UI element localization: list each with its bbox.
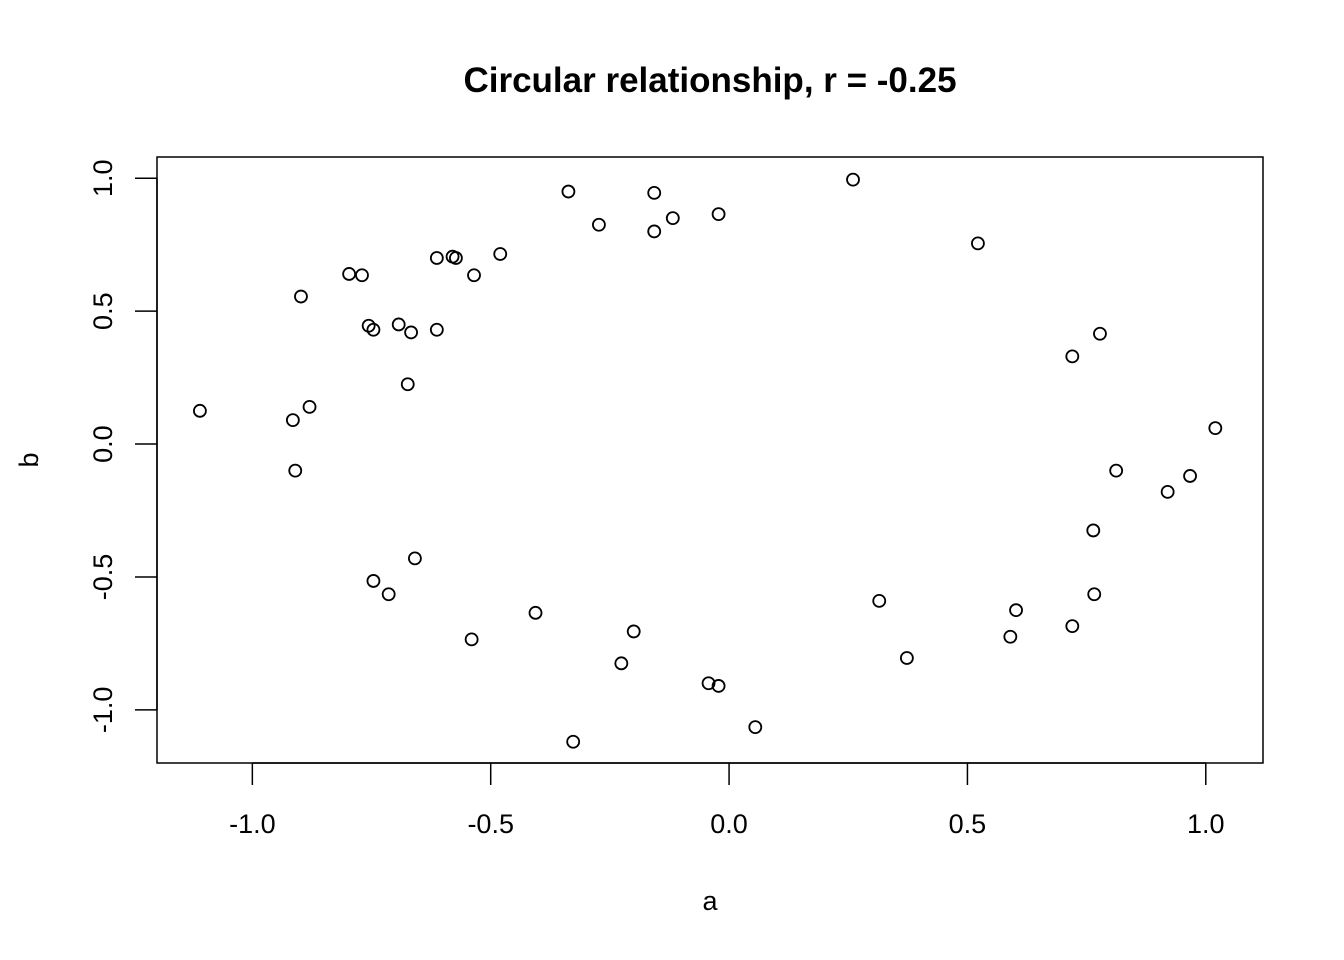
data-point	[193, 403, 207, 418]
data-point	[701, 676, 716, 691]
data-point	[872, 593, 887, 608]
data-point	[846, 172, 860, 187]
data-point	[1065, 349, 1080, 364]
x-tick-label: 1.0	[1187, 809, 1225, 839]
chart-title: Circular relationship, r = -0.25	[463, 61, 956, 100]
data-point	[1160, 484, 1175, 499]
data-point	[493, 247, 508, 261]
y-axis-label: b	[14, 452, 44, 467]
y-tick-label: 1.0	[88, 159, 118, 197]
data-point	[449, 251, 463, 265]
data-point	[366, 322, 381, 337]
data-point	[1003, 629, 1018, 644]
data-point	[665, 211, 680, 226]
data-point	[592, 217, 606, 232]
data-point	[614, 656, 629, 671]
x-tick-label: -1.0	[229, 809, 276, 839]
data-point	[391, 317, 406, 332]
data-point	[748, 720, 763, 735]
data-point	[1109, 463, 1124, 478]
data-points	[193, 172, 1223, 749]
data-point	[342, 267, 357, 281]
data-point	[1009, 603, 1023, 618]
data-point	[288, 463, 303, 478]
data-point	[408, 551, 422, 566]
data-point	[1087, 587, 1102, 602]
data-point	[404, 325, 418, 340]
data-point	[429, 251, 444, 265]
y-tick-label: -1.0	[88, 687, 118, 734]
data-point	[971, 236, 985, 251]
data-point	[381, 587, 396, 602]
x-axis: -1.0 -0.5 0.0 0.5 1.0	[229, 762, 1225, 839]
plot-frame	[156, 156, 1264, 764]
data-point	[355, 268, 369, 283]
data-point	[302, 399, 317, 414]
data-point	[467, 268, 481, 283]
data-point	[1183, 469, 1197, 483]
data-point	[528, 605, 543, 620]
data-point	[711, 679, 726, 693]
y-axis: -1.0 -0.5 0.0 0.5 1.0	[88, 159, 158, 734]
x-axis-label: a	[702, 886, 718, 916]
y-tick-label: 0.5	[88, 292, 118, 330]
data-point	[464, 632, 479, 647]
data-point	[647, 224, 662, 239]
data-point	[647, 185, 662, 200]
data-point	[899, 651, 914, 665]
data-point	[1065, 619, 1080, 634]
data-point	[566, 734, 581, 749]
data-point	[294, 289, 308, 304]
data-point	[711, 207, 726, 222]
y-tick-label: -0.5	[88, 554, 118, 601]
data-point	[1086, 523, 1101, 538]
data-point	[561, 184, 576, 199]
x-tick-label: 0.0	[710, 809, 748, 839]
data-point	[626, 624, 641, 639]
x-tick-label: -0.5	[467, 809, 514, 839]
data-point	[1093, 326, 1107, 341]
data-point	[366, 574, 381, 588]
data-point	[285, 413, 300, 428]
data-point	[400, 377, 415, 392]
x-tick-label: 0.5	[949, 809, 987, 839]
data-point	[1208, 421, 1223, 436]
y-tick-label: 0.0	[88, 425, 118, 463]
data-point	[429, 322, 444, 337]
